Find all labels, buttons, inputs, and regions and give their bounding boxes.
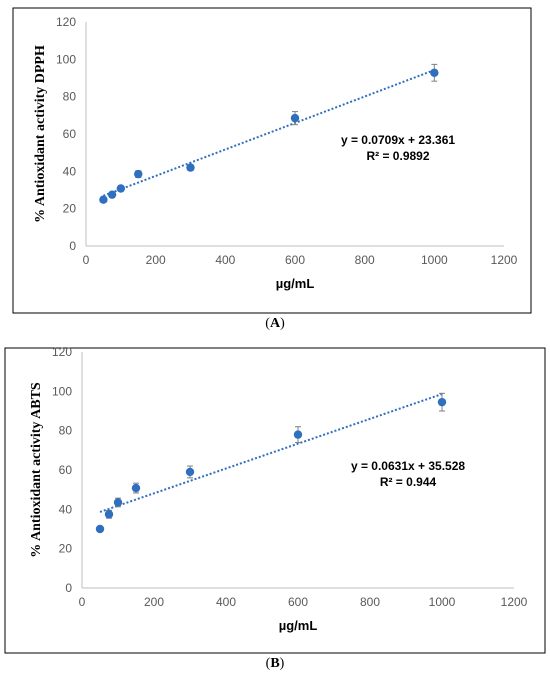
chart-a-x-axis-label: µg/mL: [276, 276, 315, 291]
chart-panel-b: 0 200 400 600 800 1000 1200 0 20 40 60 80 100 120 µg/m…: [0, 340, 550, 680]
chart-b-svg: 0 200 400 600 800 1000 1200 0 20 40 60 80 100 120 µg/m…: [4, 345, 546, 654]
chart-b-x-tick-label: 800: [360, 595, 380, 609]
chart-b-data-point: [95, 524, 105, 534]
chart-b-x-tick-label: 400: [216, 595, 236, 609]
chart-a-x-tick-label: 800: [355, 253, 375, 267]
chart-a-y-tick-label: 120: [56, 15, 76, 29]
chart-b-trendline: [99, 393, 443, 513]
chart-b-data-point: [293, 426, 303, 443]
chart-b-y-tick-label: 60: [59, 463, 73, 477]
chart-a-y-tick-label: 100: [56, 52, 76, 66]
chart-b-frame: [4, 347, 546, 654]
chart-a-y-tick-label: 40: [63, 164, 77, 178]
chart-a-x-tick-label: 0: [83, 253, 90, 267]
chart-a-x-tick-label: 1200: [491, 253, 518, 267]
chart-a-trend-equation: y = 0.0709x + 23.361: [341, 133, 455, 147]
chart-a-data-point: [99, 195, 108, 204]
chart-a-data-point: [134, 169, 143, 179]
chart-b-y-axis-label: % Antioxidant activity ABTS: [29, 382, 44, 558]
chart-b-marker: [131, 483, 141, 493]
chart-b-marker: [95, 524, 105, 534]
chart-a-x-tick-label: 200: [146, 253, 166, 267]
chart-a-data-point: [116, 184, 126, 193]
chart-b-marker: [104, 510, 114, 519]
chart-b-marker: [113, 498, 123, 507]
chart-panel-a: 0 200 400 600 800 1000 1200 0 20 40 60 80 100 120 µg/m…: [0, 7, 550, 332]
chart-b-marker: [185, 467, 195, 477]
chart-a-data-point: [430, 63, 439, 82]
chart-a-marker: [186, 163, 195, 172]
chart-a-y-tick-label: 20: [63, 202, 77, 216]
chart-a-marker: [107, 190, 117, 199]
chart-b-data-point: [113, 497, 123, 508]
chart-a-y-tick-label: 80: [63, 90, 77, 104]
chart-a-marker: [99, 195, 108, 204]
chart-a-x-tick-label: 1000: [421, 253, 448, 267]
chart-b-x-tick-label: 1200: [501, 595, 528, 609]
chart-a-svg: 0 200 400 600 800 1000 1200 0 20 40 60 80 100 120 µg/m…: [12, 7, 532, 314]
caption-a-open-paren: (: [265, 316, 270, 331]
caption-a-label: A: [269, 316, 281, 331]
chart-b-data-point: [437, 392, 447, 412]
caption-b: (B): [0, 656, 550, 672]
chart-a-marker: [134, 169, 143, 179]
chart-b-data-point: [131, 482, 141, 494]
chart-a-frame: [12, 7, 532, 314]
chart-a-data-point: [107, 190, 117, 199]
chart-b-x-axis-label: µg/mL: [279, 618, 318, 633]
chart-b-trend-equation: y = 0.0631x + 35.528: [351, 459, 465, 473]
chart-a-x-tick-label: 600: [285, 253, 305, 267]
chart-a-data-point: [186, 163, 195, 172]
chart-a-trendline: [103, 69, 435, 197]
chart-b-y-tick-label: 0: [65, 581, 72, 595]
chart-b-x-tick-label: 200: [144, 595, 164, 609]
chart-a-y-axis-label: % Antioxidant activity DPPH: [33, 45, 48, 223]
chart-b-x-tick-label: 600: [288, 595, 308, 609]
chart-b-y-tick-label: 120: [52, 345, 72, 359]
chart-a-x-tick-label: 400: [215, 253, 235, 267]
chart-b-marker: [437, 397, 447, 407]
caption-a-close-paren: ): [280, 316, 285, 331]
chart-b-data-point: [104, 509, 114, 519]
chart-a-data-point: [290, 111, 300, 126]
chart-a-r-squared: R² = 0.9892: [366, 149, 429, 163]
caption-a: (A): [0, 316, 550, 332]
chart-b-y-tick-label: 40: [59, 502, 73, 516]
chart-b-r-squared: R² = 0.944: [380, 475, 437, 489]
chart-b-marker: [293, 430, 303, 439]
chart-b-x-tick-label: 1000: [429, 595, 456, 609]
caption-b-label: B: [270, 656, 280, 671]
chart-a-marker: [290, 113, 300, 123]
chart-a-y-tick-label: 0: [69, 239, 76, 253]
chart-b-y-tick-label: 80: [59, 424, 73, 438]
chart-a-y-tick-label: 60: [63, 127, 77, 141]
caption-b-open-paren: (: [265, 656, 271, 671]
chart-b-y-tick-label: 20: [59, 542, 73, 556]
chart-b-data-point: [185, 465, 195, 479]
caption-b-close-paren: ): [279, 656, 285, 671]
chart-a-marker: [430, 68, 439, 77]
chart-a-marker: [116, 184, 126, 193]
chart-b-y-tick-label: 100: [52, 384, 72, 398]
chart-b-x-tick-label: 0: [79, 595, 86, 609]
